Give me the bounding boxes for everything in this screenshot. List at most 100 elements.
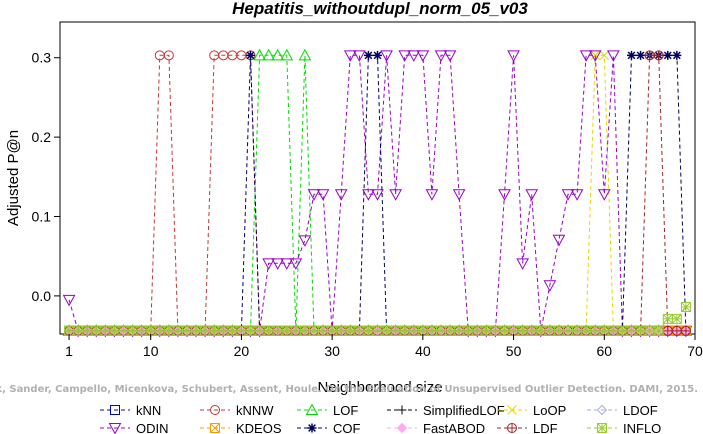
legend-label: ODIN bbox=[136, 421, 169, 434]
x-tick-label: 50 bbox=[506, 343, 522, 359]
data-point-lof bbox=[271, 48, 285, 61]
data-point-inflo bbox=[399, 325, 410, 336]
data-point-odin bbox=[452, 189, 466, 201]
data-point-odin bbox=[307, 189, 321, 201]
data-point-cof bbox=[246, 50, 255, 60]
legend-item-loop: LoOP bbox=[497, 403, 566, 418]
x-tick-label: 40 bbox=[415, 343, 431, 359]
data-point-inflo bbox=[363, 325, 374, 336]
data-point-inflo bbox=[109, 325, 120, 336]
data-point-odin bbox=[407, 50, 421, 62]
series-odin bbox=[62, 50, 693, 338]
series-inflo bbox=[64, 302, 691, 336]
data-point-inflo bbox=[390, 325, 401, 336]
data-point-odin bbox=[543, 280, 557, 292]
data-point-cof bbox=[363, 50, 373, 60]
data-point-inflo bbox=[617, 325, 628, 336]
data-point-knnw bbox=[163, 50, 174, 61]
legend-item-lof: LOF bbox=[297, 403, 358, 418]
data-point-inflo bbox=[136, 325, 147, 336]
legend-marker-knn bbox=[110, 405, 120, 415]
data-point-odin bbox=[561, 189, 575, 201]
data-point-inflo bbox=[327, 325, 338, 336]
data-point-odin bbox=[552, 234, 566, 247]
data-point-inflo bbox=[426, 325, 437, 336]
data-point-inflo bbox=[445, 325, 456, 336]
series-layer bbox=[62, 48, 693, 338]
data-point-inflo bbox=[417, 325, 428, 336]
data-point-loop bbox=[590, 50, 601, 61]
citation-watermark: Campos, Zimek, Sander, Campello, Micenko… bbox=[0, 384, 698, 395]
data-point-odin bbox=[597, 189, 611, 201]
legend-item-inflo: INFLO bbox=[587, 421, 661, 434]
data-point-inflo bbox=[490, 325, 501, 336]
legend-label: FastABOD bbox=[423, 421, 485, 434]
data-point-inflo bbox=[644, 325, 655, 336]
x-axis: 1 10 20 30 40 50 60 70 bbox=[65, 334, 703, 359]
data-point-inflo bbox=[290, 325, 301, 336]
legend-label: LOF bbox=[333, 403, 358, 418]
x-tick-label: 1 bbox=[65, 343, 73, 359]
legend-marker-inflo bbox=[597, 423, 607, 433]
data-point-ldf bbox=[653, 50, 664, 61]
data-point-odin bbox=[570, 189, 584, 201]
data-point-inflo bbox=[263, 325, 274, 336]
data-point-ldf bbox=[662, 325, 673, 336]
legend-label: INFLO bbox=[623, 421, 661, 434]
x-tick-label: 10 bbox=[143, 343, 159, 359]
data-point-odin bbox=[416, 50, 430, 62]
data-point-inflo bbox=[653, 325, 664, 336]
legend-item-odin: ODIN bbox=[100, 421, 169, 434]
y-tick-label: 0.0 bbox=[32, 288, 52, 304]
data-point-inflo bbox=[626, 325, 637, 336]
data-point-inflo bbox=[100, 325, 111, 336]
data-point-inflo bbox=[372, 325, 383, 336]
data-point-inflo bbox=[73, 325, 84, 336]
data-point-inflo bbox=[408, 325, 419, 336]
legend-label: COF bbox=[333, 421, 361, 434]
data-point-odin bbox=[588, 50, 602, 62]
data-point-cof bbox=[373, 50, 382, 60]
data-point-cof bbox=[663, 50, 673, 60]
legend-label: LDOF bbox=[623, 403, 658, 418]
legend-item-knnw: kNNW bbox=[200, 403, 274, 418]
data-point-inflo bbox=[381, 325, 392, 336]
x-tick-label: 70 bbox=[687, 343, 703, 359]
legend-marker-simplifiedlof bbox=[397, 405, 407, 415]
data-point-lof bbox=[253, 48, 266, 61]
data-point-inflo bbox=[118, 325, 129, 336]
legend-item-fastabod: FastABOD bbox=[387, 421, 485, 434]
chart-title: Hepatitis_withoutdupl_norm_05_v03 bbox=[232, 0, 528, 18]
data-point-odin bbox=[389, 189, 402, 201]
data-point-cof bbox=[672, 50, 682, 60]
data-point-cof bbox=[636, 50, 646, 60]
data-point-odin bbox=[425, 189, 439, 201]
legend-item-cof: COF bbox=[297, 421, 361, 434]
y-axis: 0.0 0.1 0.2 0.3 bbox=[32, 50, 60, 304]
data-point-inflo bbox=[191, 325, 202, 336]
data-point-odin bbox=[362, 189, 375, 201]
data-point-odin bbox=[443, 50, 457, 62]
data-point-inflo bbox=[472, 325, 483, 336]
data-point-inflo bbox=[200, 325, 211, 336]
legend-marker-odin bbox=[108, 423, 122, 434]
data-point-inflo bbox=[299, 325, 310, 336]
data-point-inflo bbox=[553, 325, 564, 336]
data-point-inflo bbox=[590, 325, 601, 336]
data-point-ldf bbox=[644, 50, 655, 61]
data-point-inflo bbox=[608, 325, 619, 336]
data-point-odin bbox=[525, 189, 539, 201]
legend: kNN kNNW LOF SimplifiedLOF LoOP LDOF ODIN KDEOS… bbox=[100, 403, 661, 434]
data-point-odin bbox=[280, 258, 294, 270]
data-point-inflo bbox=[227, 325, 238, 336]
data-point-lof bbox=[262, 48, 275, 61]
data-point-odin bbox=[298, 235, 312, 247]
legend-marker-ldof bbox=[596, 404, 608, 416]
data-point-inflo bbox=[64, 325, 75, 336]
data-point-loop bbox=[599, 50, 610, 61]
legend-label: kNN bbox=[136, 403, 161, 418]
data-point-inflo bbox=[454, 325, 465, 336]
y-tick-label: 0.2 bbox=[32, 129, 52, 145]
data-point-inflo bbox=[354, 325, 365, 336]
